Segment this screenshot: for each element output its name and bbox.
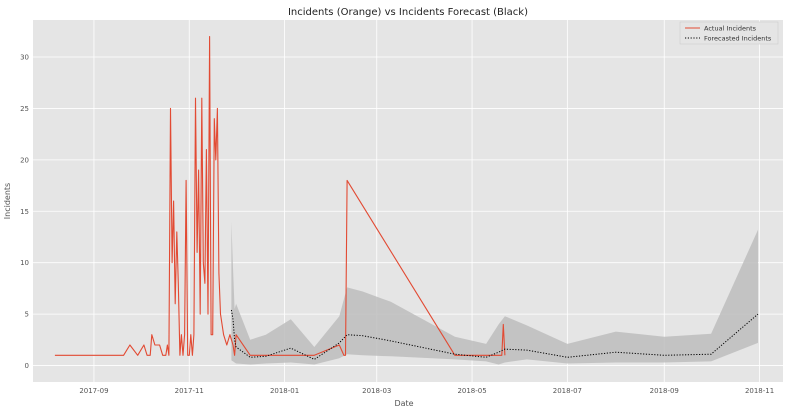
y-tick-label: 30 (20, 54, 29, 62)
x-tick-label: 2018-05 (457, 387, 486, 395)
y-axis-label: Incidents (3, 183, 12, 219)
y-tick-label: 15 (20, 208, 29, 216)
chart-title: Incidents (Orange) vs Incidents Forecast… (288, 7, 528, 18)
y-tick-label: 5 (25, 311, 29, 319)
x-tick-label: 2018-11 (745, 387, 774, 395)
actual-incidents-line (54, 35, 506, 356)
y-tick-label: 25 (20, 105, 29, 113)
legend-box (679, 21, 779, 45)
y-tick-label: 20 (20, 156, 29, 164)
forecasted-incidents-line (230, 309, 759, 360)
series-lines (54, 35, 759, 360)
confidence-band (231, 221, 758, 365)
x-axis-label: Date (394, 399, 413, 408)
x-axis-ticks: 2017-09 2017-11 2018-01 2018-03 2018-05 2018-… (79, 387, 774, 395)
legend: Actual Incidents Forecasted Incidents (679, 21, 779, 45)
x-tick-label: 2018-09 (650, 387, 679, 395)
x-tick-label: 2018-01 (270, 387, 299, 395)
y-axis-ticks: 0 5 10 15 20 25 30 (20, 54, 29, 371)
legend-actual-label: Actual Incidents (704, 25, 757, 33)
y-tick-label: 0 (25, 362, 29, 370)
x-tick-label: 2017-11 (175, 387, 204, 395)
x-tick-label: 2018-07 (553, 387, 582, 395)
y-tick-label: 10 (20, 259, 29, 267)
x-tick-label: 2017-09 (79, 387, 108, 395)
legend-forecast-label: Forecasted Incidents (704, 35, 772, 43)
x-tick-label: 2018-03 (362, 387, 391, 395)
forecast-confidence-band (231, 221, 758, 365)
